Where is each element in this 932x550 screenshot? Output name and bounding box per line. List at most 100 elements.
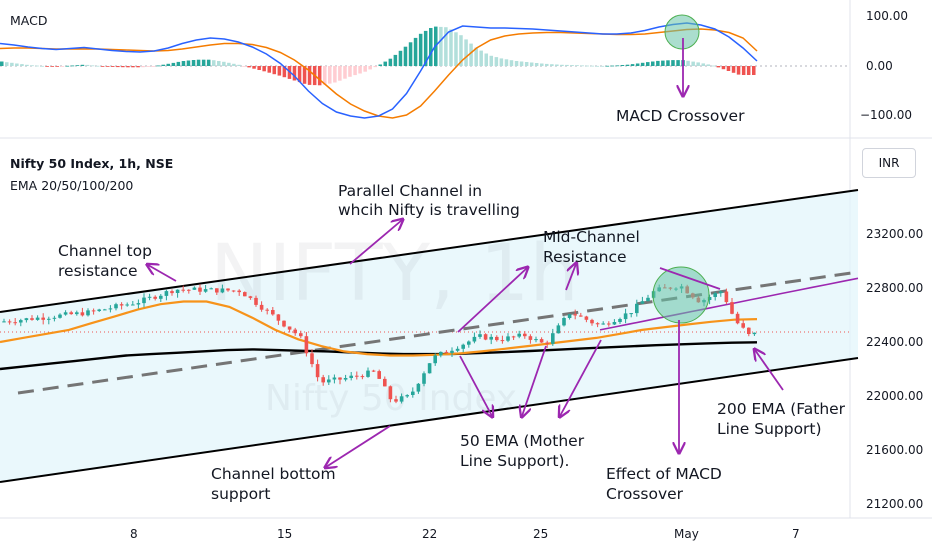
channel-bottom-line[interactable] [0,357,859,483]
candle-body [243,292,247,297]
macd-histogram-bar [494,57,499,66]
macd-histogram-bar [90,65,95,67]
candle-body [35,317,40,320]
channel-fill [0,190,858,482]
macd-histogram-bar [242,66,246,67]
macd-histogram-bar [721,66,726,70]
macd-histogram-bar [146,66,150,67]
macd-histogram-bar [646,62,650,66]
candle-body [293,329,297,334]
candle-body [646,297,650,302]
macd-histogram-bar [121,66,125,68]
candle-body [416,383,421,392]
macd-histogram-bar [156,65,160,67]
macd-histogram-bar [232,63,236,66]
macd-histogram-bar [176,61,181,66]
time-axis-label: 15 [277,527,292,541]
macd-histogram-bar [418,33,423,66]
macd-histogram-bar [100,66,105,67]
macd-histogram-bar [444,27,448,66]
macd-histogram-bar [181,61,186,66]
candle-body [315,364,320,378]
macd-histogram-bar [661,60,665,66]
candle-body [108,308,113,310]
macd-histogram-bar [196,59,201,66]
macd-histogram-bar [666,60,670,66]
candle-body [86,310,90,316]
macd-histogram-bar [171,62,176,66]
currency-button[interactable]: INR [862,148,916,178]
parallel-channel-label: whcih Nifty is travelling [338,201,520,219]
macd-histogram-bar [307,66,312,85]
candle-body [181,289,185,291]
candle-body [383,378,387,387]
macd-histogram-bar [5,62,9,66]
price-panel[interactable]: NIFTY, 1h Nifty 50 Index [0,156,923,511]
channel-bottom-label: support [211,485,271,503]
macd-histogram-bar [383,61,388,66]
macd-histogram-bar [277,66,282,76]
ema50-line[interactable] [0,300,758,357]
macd-histogram-bar [212,60,216,66]
time-axis-label: May [674,527,699,541]
macd-histogram-bar [328,66,332,84]
macd-axis-label: 100.00 [866,9,908,23]
macd-histogram-bar [217,61,221,66]
candle-body [500,340,505,342]
candle-body [220,288,225,293]
candle-body [142,297,146,304]
time-axis[interactable]: 8 15 22 25 May 7 [130,527,800,541]
candle-body [741,323,745,328]
macd-histogram-bar [731,66,736,73]
macd-crossover-highlight [664,14,700,50]
macd-histogram-bar [610,65,615,67]
macd-histogram-bar [635,63,640,66]
candle-body [52,317,57,319]
macd-histogram-bar [509,60,514,66]
macd-histogram-bar [317,66,322,86]
candle-body [153,296,157,299]
candle-body [97,309,101,311]
macd-histogram-bar [282,66,287,78]
candle-body [433,355,437,364]
ema-purple-line[interactable] [599,277,859,331]
macd-histogram-bar [741,66,746,75]
macd-histogram-bar [40,65,44,67]
candle-body [450,350,454,353]
macd-histogram-bar [752,66,756,75]
candle-body [545,342,549,344]
candle-body [360,376,365,378]
candle-body [75,312,79,315]
ema-legend[interactable]: EMA 20/50/100/200 [10,178,133,193]
macd-histogram-bar [696,62,700,66]
ema200-line[interactable] [0,341,758,371]
macd-histogram-bar [545,63,549,66]
price-axis-label: 22800.00 [866,281,923,295]
mid-channel-line[interactable] [17,270,859,395]
macd-histogram-bar [575,65,579,66]
candle-body [310,353,314,365]
macd-histogram-bar [423,30,428,66]
macd-histogram-bar [333,66,337,83]
macd-histogram-bar [35,65,39,67]
macd-histogram-bar [529,62,534,66]
candle-body [405,395,409,397]
macd-histogram-bar [55,66,60,67]
channel-top-line[interactable] [0,189,859,313]
macd-histogram-bar [136,66,140,68]
candle-body [321,377,325,383]
macd-histogram-bar [469,43,473,66]
macd-histogram-bar [550,64,554,66]
candle-body [287,326,292,330]
candle-body [623,313,628,320]
candle-body [13,322,17,324]
candle-body [332,377,337,380]
macd-histogram-bar [30,65,34,67]
price-axis-label: 23200.00 [866,227,923,241]
macd-histogram-bar [449,29,453,66]
candle-body [506,336,510,341]
macd-histogram-bar [555,64,559,66]
macd-histogram-bar [297,66,302,83]
macd-panel[interactable]: MACD MACD Crossover 100.00 0.00 −100.00 [0,9,912,125]
